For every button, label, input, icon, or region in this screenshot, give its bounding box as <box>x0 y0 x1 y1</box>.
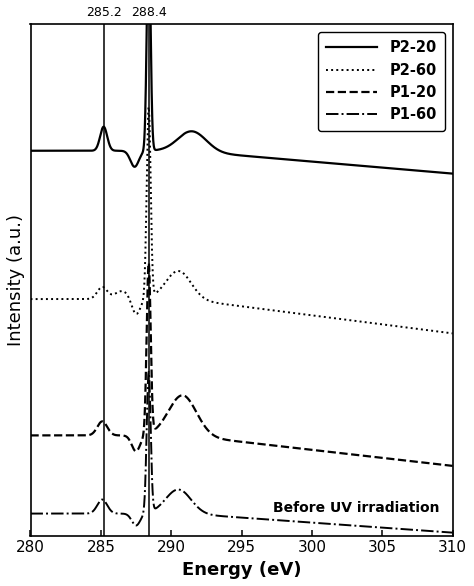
P2-60 <box>104 287 110 294</box>
P1-20 <box>450 462 456 469</box>
P1-20 <box>375 454 381 461</box>
Line: P2-60: P2-60 <box>30 107 453 333</box>
P1-20 <box>281 443 287 450</box>
P1-20 <box>189 401 195 408</box>
P1-60 <box>104 502 110 509</box>
Text: 285.2: 285.2 <box>86 6 121 19</box>
P2-20 <box>375 163 381 171</box>
P2-60 <box>281 308 287 315</box>
P2-20 <box>281 156 287 163</box>
Text: Before UV irradiation: Before UV irradiation <box>273 501 440 515</box>
P2-60 <box>189 281 195 288</box>
P1-60 <box>27 510 33 517</box>
P1-20 <box>343 450 348 457</box>
P1-60 <box>450 529 456 536</box>
P2-60 <box>27 295 33 302</box>
X-axis label: Energy (eV): Energy (eV) <box>182 561 301 579</box>
P2-60 <box>343 316 348 323</box>
P2-60 <box>302 311 308 318</box>
P2-20 <box>27 147 33 154</box>
P1-60 <box>281 517 287 524</box>
P2-60 <box>450 330 456 337</box>
P1-20 <box>104 423 110 430</box>
P1-60 <box>302 519 308 526</box>
Line: P2-20: P2-20 <box>30 0 453 173</box>
P2-20 <box>189 128 195 135</box>
P1-60 <box>343 522 348 529</box>
Line: P1-60: P1-60 <box>30 372 453 533</box>
Y-axis label: Intensity (a.u.): Intensity (a.u.) <box>7 214 25 346</box>
P2-20 <box>343 161 348 168</box>
P2-20 <box>104 132 110 139</box>
P1-60 <box>375 524 381 531</box>
P1-60 <box>146 368 152 375</box>
P1-60 <box>189 497 195 504</box>
P1-20 <box>146 260 152 267</box>
P2-20 <box>302 158 308 165</box>
P2-20 <box>450 170 456 177</box>
Text: 288.4: 288.4 <box>131 6 166 19</box>
P1-20 <box>302 445 308 452</box>
Line: P1-20: P1-20 <box>30 263 453 466</box>
P1-20 <box>27 432 33 439</box>
Legend: P2-20, P2-60, P1-20, P1-60: P2-20, P2-60, P1-20, P1-60 <box>318 32 445 131</box>
P2-60 <box>375 320 381 327</box>
P2-60 <box>146 104 152 111</box>
